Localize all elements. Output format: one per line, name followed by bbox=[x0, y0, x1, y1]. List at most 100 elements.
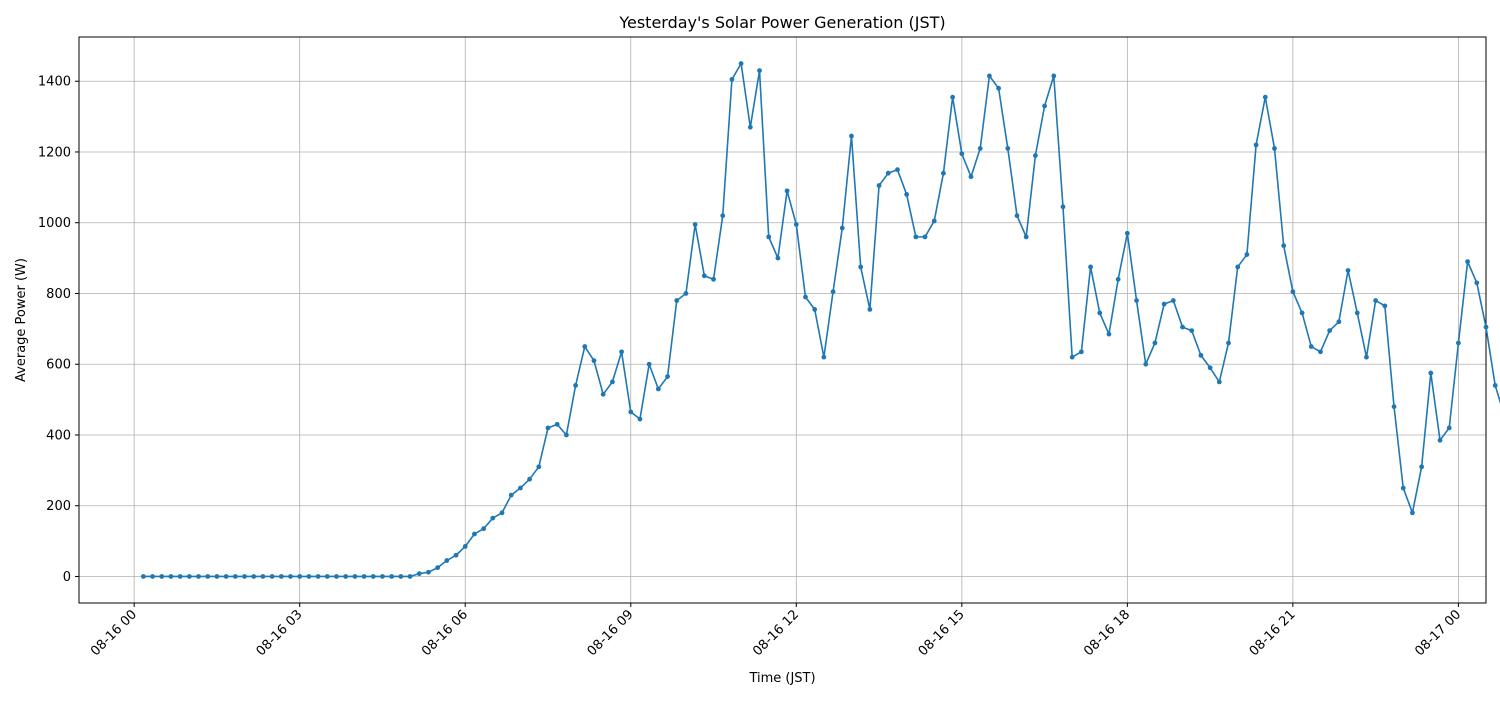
data-point bbox=[830, 289, 836, 295]
data-point bbox=[398, 574, 404, 579]
data-point bbox=[609, 379, 615, 385]
data-point bbox=[260, 574, 266, 579]
data-point bbox=[1226, 340, 1231, 346]
data-point bbox=[159, 574, 165, 579]
data-point bbox=[1290, 289, 1296, 295]
data-point bbox=[1152, 340, 1158, 346]
data-point bbox=[481, 526, 487, 532]
data-point bbox=[297, 574, 303, 579]
data-point bbox=[140, 574, 146, 579]
data-point bbox=[1492, 383, 1498, 388]
data-point bbox=[518, 485, 523, 491]
data-point bbox=[784, 188, 790, 194]
data-point bbox=[646, 361, 652, 367]
data-point bbox=[885, 170, 891, 176]
data-point bbox=[1124, 230, 1130, 236]
data-point bbox=[426, 569, 431, 575]
series-power bbox=[140, 61, 1500, 579]
data-point bbox=[628, 409, 634, 415]
data-point bbox=[591, 358, 597, 364]
data-point bbox=[186, 574, 192, 579]
y-tick-label: 200 bbox=[46, 499, 71, 514]
data-point bbox=[766, 234, 772, 240]
data-point bbox=[554, 421, 560, 427]
data-point bbox=[453, 552, 459, 558]
data-point bbox=[720, 213, 726, 219]
data-point bbox=[1336, 319, 1342, 325]
data-point bbox=[1299, 310, 1305, 316]
data-point bbox=[950, 94, 956, 100]
data-point bbox=[168, 574, 174, 579]
data-point bbox=[306, 574, 312, 579]
data-point bbox=[793, 222, 799, 227]
data-point bbox=[1069, 354, 1075, 360]
data-point bbox=[1134, 298, 1139, 303]
data-point bbox=[205, 574, 211, 579]
data-point bbox=[1465, 259, 1471, 265]
data-point bbox=[674, 298, 680, 303]
data-point bbox=[214, 574, 220, 579]
data-point bbox=[1042, 103, 1047, 109]
data-point bbox=[849, 133, 854, 139]
data-point bbox=[600, 391, 606, 397]
data-point bbox=[867, 306, 873, 312]
data-point bbox=[1327, 328, 1333, 334]
data-point bbox=[1078, 349, 1084, 355]
data-point bbox=[334, 574, 339, 579]
data-point bbox=[361, 574, 367, 579]
data-point bbox=[1097, 310, 1103, 316]
data-point bbox=[941, 170, 946, 176]
data-point bbox=[1318, 349, 1323, 355]
data-point bbox=[692, 222, 698, 227]
data-point bbox=[701, 273, 707, 279]
data-point bbox=[196, 574, 201, 579]
data-point bbox=[416, 571, 422, 577]
data-point bbox=[343, 574, 349, 579]
y-tick-label: 400 bbox=[46, 428, 71, 443]
data-point bbox=[1198, 352, 1204, 358]
data-point bbox=[435, 565, 441, 571]
data-point bbox=[1272, 146, 1277, 151]
data-point bbox=[536, 464, 542, 470]
data-point bbox=[150, 574, 155, 579]
data-point bbox=[582, 344, 588, 349]
data-point bbox=[1161, 301, 1167, 307]
y-axis-title: Average Power (W) bbox=[14, 258, 29, 382]
data-point bbox=[1106, 331, 1112, 337]
data-point bbox=[1281, 243, 1287, 249]
data-point bbox=[1180, 324, 1185, 330]
plot-frame bbox=[78, 36, 1487, 604]
data-point bbox=[242, 574, 247, 579]
data-point bbox=[821, 354, 827, 360]
data-point bbox=[499, 510, 505, 516]
data-point bbox=[1373, 298, 1379, 303]
data-point bbox=[876, 183, 882, 188]
data-point bbox=[278, 574, 284, 579]
data-point bbox=[324, 574, 330, 579]
data-point bbox=[637, 416, 643, 422]
data-point bbox=[977, 146, 983, 151]
data-point bbox=[573, 383, 578, 388]
data-point bbox=[655, 386, 661, 392]
data-point bbox=[444, 558, 450, 563]
data-point bbox=[352, 574, 358, 579]
data-point bbox=[1354, 310, 1360, 316]
data-point bbox=[1216, 379, 1222, 385]
data-point bbox=[858, 264, 864, 270]
data-point bbox=[1115, 276, 1121, 282]
data-point bbox=[683, 291, 689, 296]
data-point bbox=[1437, 437, 1443, 443]
y-tick-label: 800 bbox=[46, 287, 71, 302]
data-point bbox=[1253, 142, 1259, 148]
data-point bbox=[1060, 204, 1066, 210]
data-point bbox=[407, 574, 413, 579]
data-point bbox=[1446, 425, 1452, 431]
y-tick-label: 1400 bbox=[38, 75, 71, 90]
data-point bbox=[931, 218, 937, 224]
data-point bbox=[380, 574, 385, 579]
data-point bbox=[472, 531, 477, 537]
data-point bbox=[1235, 264, 1241, 270]
y-tick-label: 600 bbox=[46, 358, 71, 373]
